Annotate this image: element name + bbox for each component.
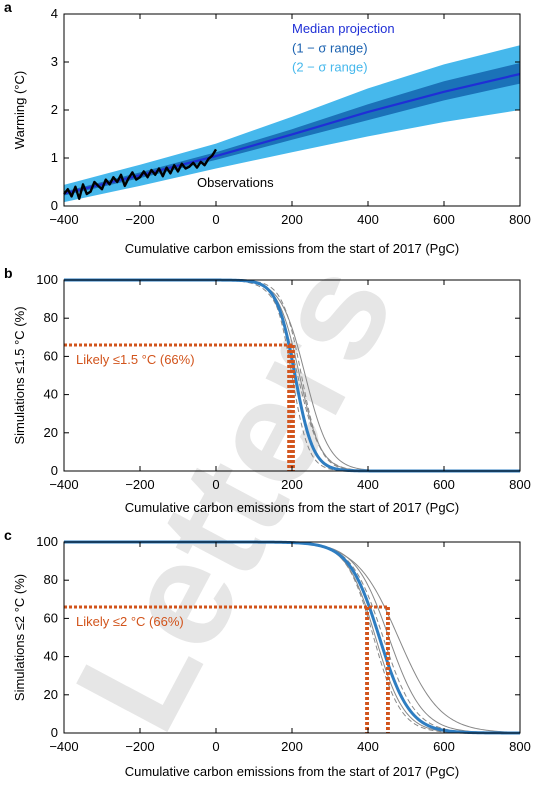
likely-label: Likely ≤2 °C (66%): [76, 614, 184, 629]
panel-letter: a: [4, 0, 12, 15]
x-tick-label: 600: [433, 477, 455, 492]
x-tick-label: −200: [125, 477, 154, 492]
x-tick-label: 0: [212, 739, 219, 754]
x-tick-label: 400: [357, 477, 379, 492]
y-tick-label: 4: [51, 6, 58, 21]
x-tick-label: −200: [125, 212, 154, 227]
y-tick-label: 20: [44, 687, 58, 702]
y-axis-label: Warming (°C): [12, 71, 27, 149]
y-axis-label: Simulations ≤1.5 °C (%): [12, 306, 27, 444]
y-tick-label: 60: [44, 348, 58, 363]
y-tick-label: 3: [51, 54, 58, 69]
x-tick-label: 0: [212, 212, 219, 227]
y-tick-label: 80: [44, 310, 58, 325]
x-tick-label: 800: [509, 739, 531, 754]
x-tick-label: 400: [357, 212, 379, 227]
x-tick-label: −400: [49, 477, 78, 492]
x-tick-label: −400: [49, 739, 78, 754]
x-tick-label: 800: [509, 212, 531, 227]
y-tick-label: 100: [36, 272, 58, 287]
x-tick-label: 200: [281, 212, 303, 227]
x-axis-label: Cumulative carbon emissions from the sta…: [125, 764, 460, 779]
x-tick-label: 800: [509, 477, 531, 492]
y-tick-label: 80: [44, 572, 58, 587]
x-tick-label: 200: [281, 739, 303, 754]
panel-a: a Observations Median projection (1 − σ ran…: [4, 0, 531, 256]
legend-median: Median projection: [292, 21, 395, 36]
x-axis-label: Cumulative carbon emissions from the sta…: [125, 241, 460, 256]
y-tick-label: 2: [51, 102, 58, 117]
panel-letter: b: [4, 265, 13, 281]
x-tick-label: −400: [49, 212, 78, 227]
y-tick-label: 0: [51, 463, 58, 478]
x-tick-label: −200: [125, 739, 154, 754]
y-tick-label: 40: [44, 649, 58, 664]
x-tick-label: 400: [357, 739, 379, 754]
y-tick-label: 100: [36, 534, 58, 549]
one-sigma-band: [64, 62, 520, 196]
legend-2sigma: (2 − σ range): [292, 60, 368, 75]
x-tick-label: 200: [281, 477, 303, 492]
x-tick-label: 600: [433, 739, 455, 754]
y-tick-label: 0: [51, 725, 58, 740]
y-tick-label: 0: [51, 198, 58, 213]
likely-label: Likely ≤1.5 °C (66%): [76, 352, 195, 367]
y-tick-label: 20: [44, 425, 58, 440]
legend-1sigma: (1 − σ range): [292, 40, 368, 55]
x-tick-label: 0: [212, 477, 219, 492]
x-axis-label: Cumulative carbon emissions from the sta…: [125, 500, 460, 515]
observations-line: [63, 148, 218, 200]
observations-label: Observations: [197, 175, 274, 190]
y-tick-label: 1: [51, 150, 58, 165]
panel-letter: c: [4, 527, 12, 543]
y-tick-label: 60: [44, 610, 58, 625]
x-tick-label: 600: [433, 212, 455, 227]
y-axis-label: Simulations ≤2 °C (%): [12, 574, 27, 701]
y-tick-label: 40: [44, 387, 58, 402]
